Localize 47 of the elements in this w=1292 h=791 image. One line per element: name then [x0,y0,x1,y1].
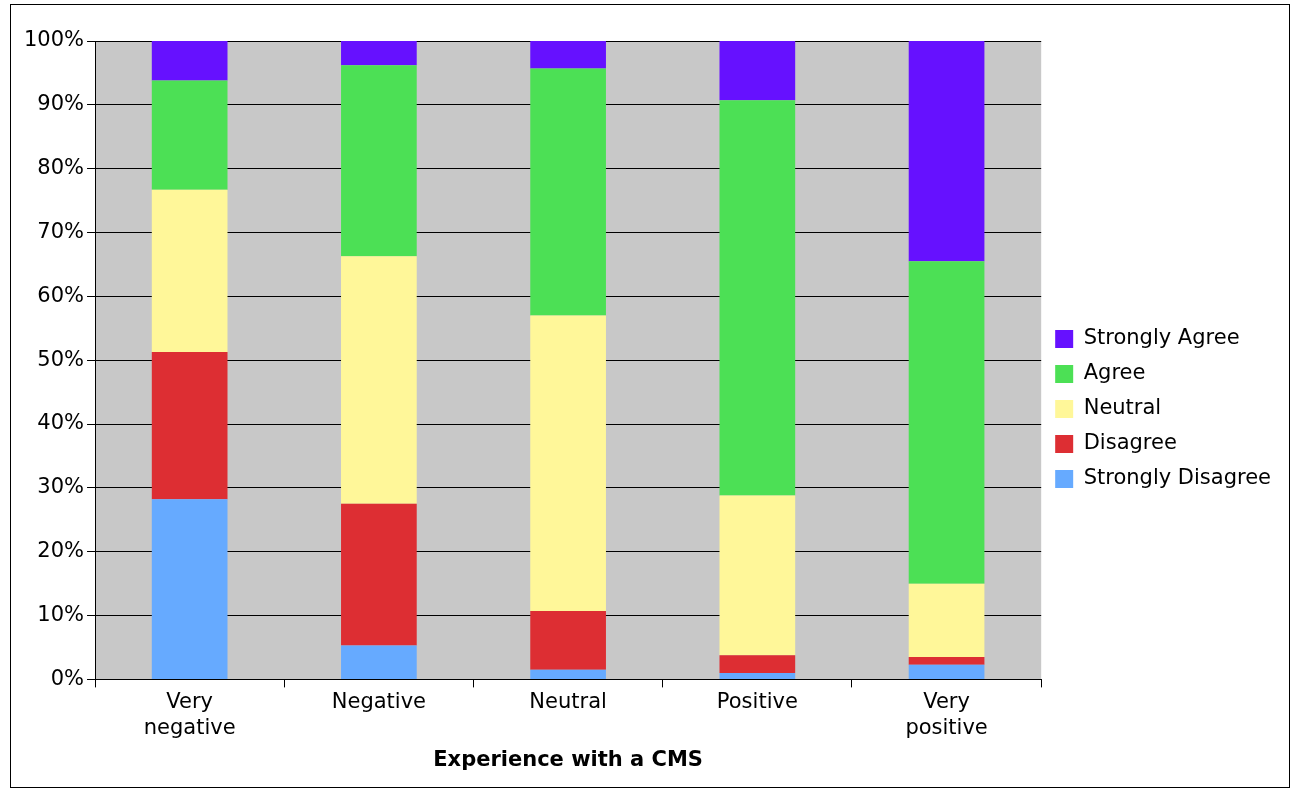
bar [908,41,985,262]
bar [341,65,417,257]
y-tick-label: 70% [37,218,85,243]
bar [908,657,985,665]
x-tick-label: Positive [716,689,798,714]
y-tick-label: 10% [37,602,85,627]
bar [151,499,228,679]
bar [719,673,796,679]
bar [151,351,228,500]
bar [719,495,796,656]
y-tick-label: 30% [37,474,85,499]
y-tick-label: 60% [37,282,85,307]
x-tick-label: Negative [331,689,427,714]
legend-label: Neutral [1083,395,1162,420]
bar [151,80,228,190]
bar [719,100,796,496]
bar [719,655,796,674]
bar [908,261,985,584]
x-tick-label: Very positive [905,689,988,739]
bar [908,583,985,658]
bar [530,68,606,316]
y-tick-label: 0% [50,665,85,690]
y-tick-label: 90% [37,91,85,116]
y-tick-label: 100% [23,27,85,52]
bar [341,503,417,646]
bar [908,664,985,679]
legend-label: Agree [1083,360,1146,385]
bar [151,41,228,81]
legend-label: Disagree [1083,430,1177,455]
legend-label: Strongly Agree [1083,325,1240,350]
bar [530,315,606,612]
bar [151,189,228,352]
bar [719,41,796,101]
bar [341,41,417,66]
bar [341,256,417,504]
x-tick-label: Neutral [529,689,607,714]
y-tick-label: 20% [37,538,85,563]
x-axis-title: Experience with a CMS [433,746,703,771]
bar [530,41,606,69]
bar [530,611,606,670]
y-tick-label: 50% [37,346,85,371]
y-tick-label: 80% [37,155,85,180]
bar [341,645,417,679]
bar [530,669,606,679]
legend-label: Strongly Disagree [1083,465,1272,490]
y-tick-label: 40% [37,410,85,435]
x-tick-label: Very negative [143,689,236,739]
